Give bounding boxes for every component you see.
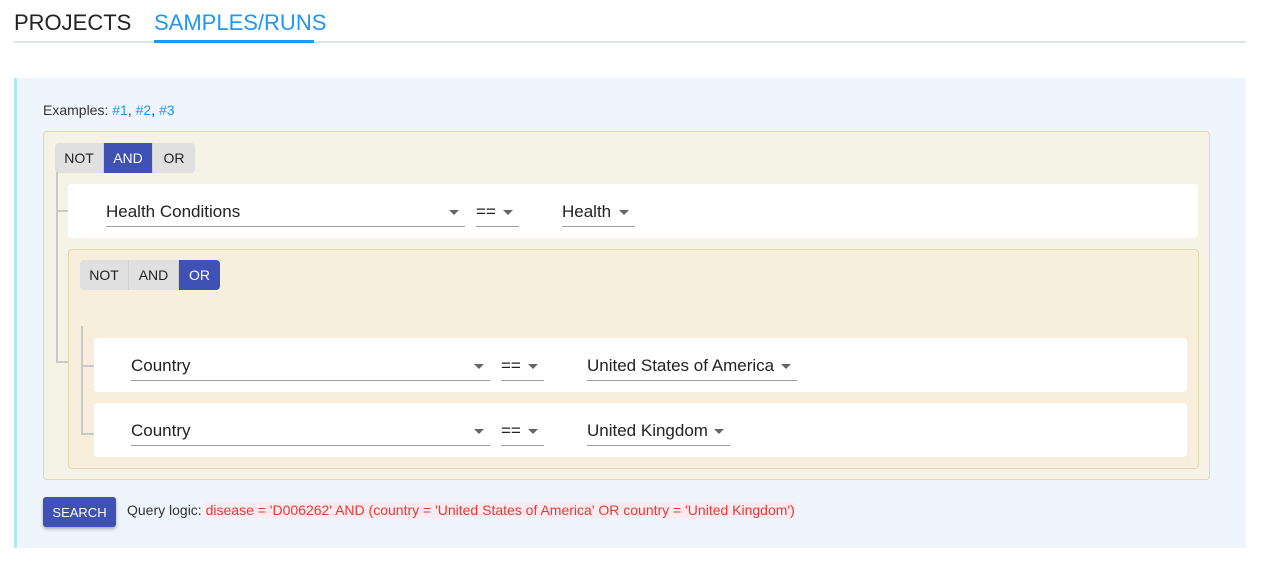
field-select[interactable]: Health Conditions bbox=[106, 198, 465, 227]
and-button[interactable]: AND bbox=[104, 143, 153, 173]
query-logic: Query logic: disease = 'D006262' AND (co… bbox=[127, 502, 795, 518]
chevron-down-icon bbox=[474, 429, 484, 434]
query-logic-text: disease = 'D006262' AND (country = 'Unit… bbox=[205, 502, 795, 518]
field-select[interactable]: Country bbox=[131, 417, 490, 446]
operator-select[interactable]: == bbox=[476, 198, 519, 227]
example-link-2[interactable]: #2 bbox=[135, 102, 152, 118]
active-tab-indicator bbox=[154, 40, 314, 43]
chevron-down-icon bbox=[714, 429, 724, 434]
rule-row: Country == United States of America bbox=[94, 338, 1187, 392]
inner-combinator-buttons: NOT AND OR bbox=[80, 260, 220, 290]
tree-line bbox=[81, 326, 83, 435]
example-link-1[interactable]: #1 bbox=[112, 102, 128, 118]
tab-divider bbox=[14, 41, 1246, 43]
query-logic-label: Query logic: bbox=[127, 502, 202, 518]
search-button[interactable]: SEARCH bbox=[43, 497, 116, 527]
field-select[interactable]: Country bbox=[131, 352, 490, 381]
examples-label: Examples: bbox=[43, 102, 109, 118]
tab-samples-runs[interactable]: SAMPLES/RUNS bbox=[154, 10, 327, 35]
chevron-down-icon bbox=[619, 210, 629, 215]
rule-row: Country == United Kingdom bbox=[94, 403, 1187, 457]
not-button[interactable]: NOT bbox=[80, 260, 129, 290]
operator-select[interactable]: == bbox=[501, 352, 544, 381]
value-select[interactable]: United Kingdom bbox=[587, 417, 730, 446]
tab-projects[interactable]: PROJECTS bbox=[14, 10, 132, 35]
chevron-down-icon bbox=[503, 210, 513, 215]
outer-combinator-buttons: NOT AND OR bbox=[55, 143, 195, 173]
value-select[interactable]: Health bbox=[562, 198, 635, 227]
value-select[interactable]: United States of America bbox=[587, 352, 797, 381]
tree-line bbox=[81, 433, 94, 435]
example-link-3[interactable]: #3 bbox=[158, 102, 175, 118]
not-button[interactable]: NOT bbox=[55, 143, 104, 173]
or-button[interactable]: OR bbox=[179, 260, 220, 290]
tree-line bbox=[81, 365, 94, 367]
tree-line bbox=[56, 361, 68, 363]
chevron-down-icon bbox=[528, 364, 538, 369]
tree-line bbox=[56, 172, 58, 362]
chevron-down-icon bbox=[449, 210, 459, 215]
chevron-down-icon bbox=[528, 429, 538, 434]
operator-select[interactable]: == bbox=[501, 417, 544, 446]
chevron-down-icon bbox=[474, 364, 484, 369]
examples: Examples: #1, #2, #3 bbox=[43, 102, 175, 118]
rule-row: Health Conditions == Health bbox=[68, 184, 1198, 238]
tree-line bbox=[56, 210, 68, 212]
and-button[interactable]: AND bbox=[129, 260, 179, 290]
or-button[interactable]: OR bbox=[153, 143, 195, 173]
chevron-down-icon bbox=[781, 364, 791, 369]
